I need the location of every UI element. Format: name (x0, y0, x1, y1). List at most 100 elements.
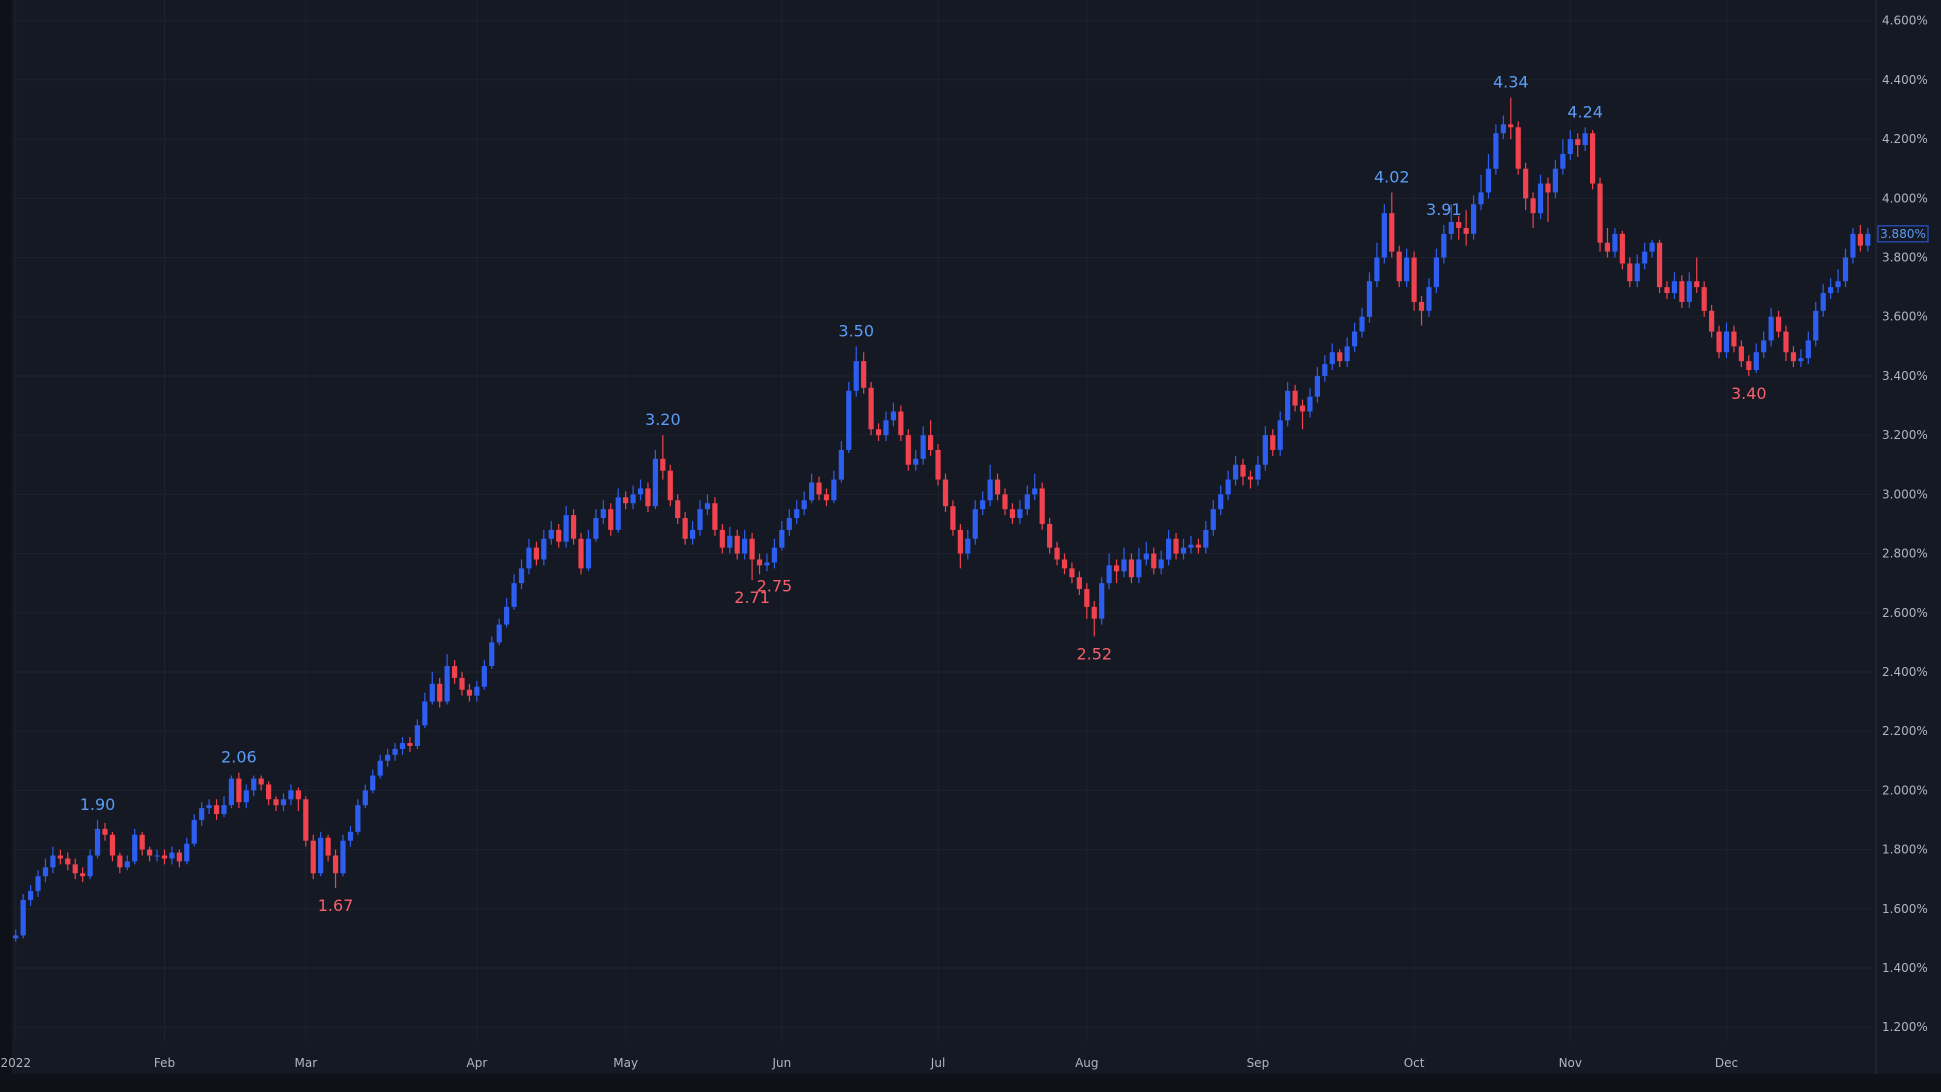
candle-body (853, 361, 859, 391)
candle-body (957, 529, 963, 554)
candle-body (176, 852, 182, 862)
candle-body (481, 666, 487, 687)
candle-body (816, 482, 822, 495)
low-label: 3.40 (1731, 384, 1767, 403)
candle-body (1411, 257, 1417, 302)
candle-body (868, 387, 874, 430)
candle-body (1091, 606, 1097, 619)
y-tick-label: 2.600% (1882, 606, 1928, 620)
candle-body (1865, 233, 1871, 246)
candle-body (578, 538, 584, 569)
candle-body (1820, 293, 1826, 311)
candle-body (823, 494, 830, 501)
candle-body (883, 420, 889, 436)
candle-body (1597, 183, 1603, 243)
x-tick-label: May (613, 1056, 638, 1070)
candle-body (1828, 287, 1834, 294)
candle-body (199, 808, 205, 820)
candle-body (861, 361, 867, 388)
candle-body (1701, 287, 1707, 311)
candle-body (1136, 559, 1142, 578)
candle-body (697, 509, 703, 530)
candle-body (1054, 547, 1060, 560)
high-label: 3.50 (838, 321, 874, 340)
candle-body (794, 509, 800, 519)
candle-body (303, 799, 309, 841)
candle-body (1128, 559, 1135, 578)
candle-body (1493, 133, 1499, 169)
candle-body (451, 666, 458, 678)
candle-body (132, 834, 138, 862)
candle-body (1642, 251, 1648, 264)
candle-body (1255, 464, 1261, 480)
high-label: 4.34 (1493, 73, 1529, 92)
candle-body (764, 562, 770, 566)
candle-body (965, 538, 971, 554)
axes: 1.200% 1.400% 1.600% 1.800% 2.000% 2.200% 2.40… (0, 14, 1929, 1070)
candle-body (1084, 589, 1090, 607)
candle-body (593, 518, 599, 539)
candle-body (154, 855, 160, 857)
candle-body (1032, 488, 1038, 495)
candle-body (712, 503, 718, 530)
candle-body (65, 858, 71, 865)
candle-body (392, 748, 398, 755)
candle-body (771, 547, 778, 563)
candle-body (236, 778, 242, 803)
candle-body (749, 538, 755, 560)
x-tick-label: Dec (1715, 1056, 1738, 1070)
candle-body (1761, 340, 1767, 353)
candle-body (1709, 310, 1715, 332)
candle-body (1188, 544, 1194, 548)
candle-body (608, 509, 614, 530)
x-tick-label: Mar (294, 1056, 317, 1070)
candle-body (1069, 568, 1075, 578)
candle-body (72, 864, 78, 874)
high-label: 4.02 (1374, 167, 1410, 186)
candle-body (1619, 233, 1625, 264)
candle-body (422, 701, 428, 726)
candle-body (1664, 287, 1670, 294)
candle-body (898, 411, 904, 436)
candle-body (459, 677, 465, 690)
y-tick-label: 3.800% (1882, 251, 1928, 265)
candle-body (511, 583, 517, 607)
candle-body (1456, 222, 1462, 228)
candle-body (623, 497, 629, 504)
candle-body (615, 497, 621, 530)
candle-body (1106, 565, 1112, 584)
candle-body (1374, 257, 1380, 282)
candle-body (273, 799, 279, 806)
candle-body (399, 743, 406, 749)
candle-body (1523, 168, 1529, 199)
candle-body (1590, 133, 1596, 184)
candle-body (1537, 183, 1544, 214)
x-tick-label: Apr (467, 1056, 488, 1070)
candle-body (1768, 316, 1774, 341)
candle-body (1359, 316, 1365, 332)
candle-body (1746, 361, 1752, 371)
candle-body (1470, 204, 1477, 234)
candle-body (637, 488, 644, 495)
candle-body (630, 494, 636, 504)
candle-body (169, 852, 175, 859)
candle-body (1039, 488, 1045, 524)
candle-body (1552, 168, 1559, 193)
candle-body (875, 429, 882, 436)
candle-body (161, 855, 168, 859)
candle-body (1656, 242, 1663, 288)
candle-body (980, 500, 986, 510)
candle-body (1433, 257, 1440, 288)
y-tick-label: 2.200% (1882, 724, 1928, 738)
candle-body (80, 873, 86, 877)
candle-body (942, 479, 949, 507)
candle-body (466, 689, 473, 696)
candle-body (704, 503, 711, 510)
candle-body (905, 435, 911, 465)
y-tick-label: 4.200% (1882, 132, 1928, 146)
x-tick-label: Jul (930, 1056, 945, 1070)
candle-body (1389, 213, 1395, 252)
candle-body (1604, 242, 1611, 252)
candle-body (1247, 476, 1254, 480)
last-price-label: 3.880% (1880, 227, 1926, 241)
